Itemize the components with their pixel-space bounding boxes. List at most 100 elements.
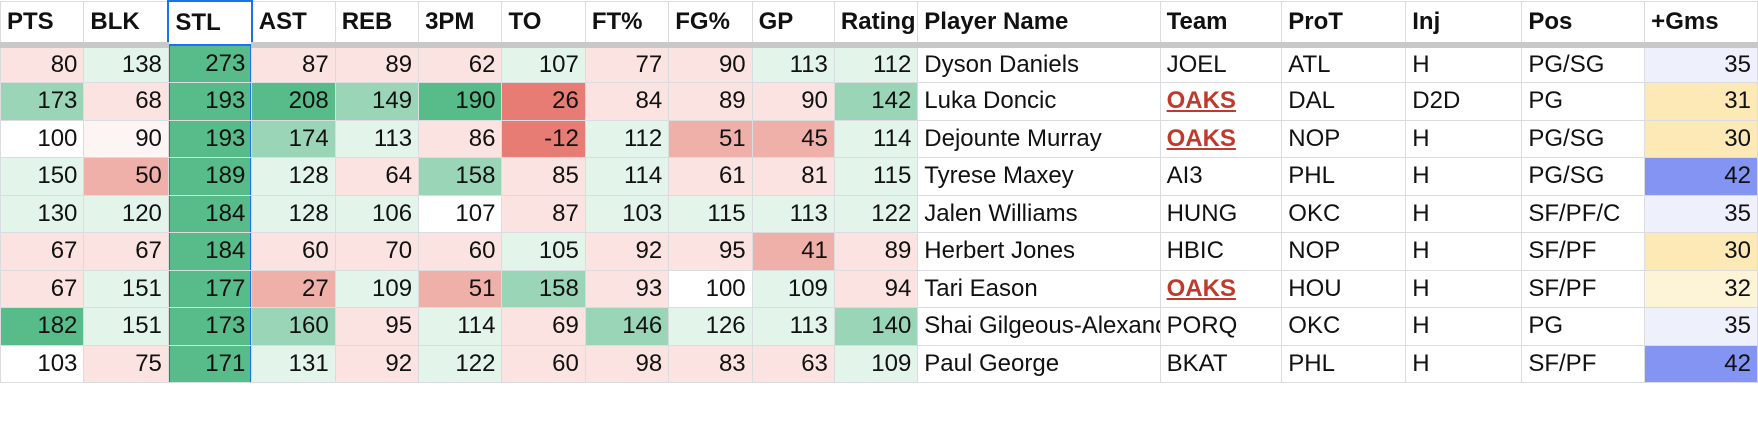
cell-gp[interactable]: 81 (751, 157, 835, 196)
cell-prot[interactable]: HOU (1281, 269, 1407, 308)
cell-gms[interactable]: 31 (1644, 82, 1758, 121)
cell-fg[interactable]: 51 (668, 119, 753, 158)
column-header-ft[interactable]: FT% (584, 0, 670, 48)
cell-rating[interactable]: 94 (833, 269, 919, 308)
cell-ft[interactable]: 77 (584, 44, 670, 83)
cell-ft[interactable]: 114 (584, 157, 670, 196)
column-header-ast[interactable]: AST (251, 0, 336, 48)
cell-reb[interactable]: 95 (334, 307, 420, 346)
cell-rating[interactable]: 142 (833, 82, 919, 121)
cell-ast[interactable]: 174 (251, 119, 336, 158)
cell-gms[interactable]: 35 (1644, 194, 1758, 233)
cell-rating[interactable]: 122 (833, 194, 919, 233)
cell-blk[interactable]: 151 (83, 307, 169, 346)
team-link[interactable]: OAKS (1166, 124, 1236, 152)
cell-tpm[interactable]: 158 (418, 157, 503, 196)
cell-ast[interactable]: 27 (251, 269, 336, 308)
cell-tpm[interactable]: 122 (418, 344, 503, 383)
cell-stl[interactable]: 171 (167, 344, 253, 383)
cell-ast[interactable]: 60 (251, 232, 336, 271)
cell-gms[interactable]: 35 (1644, 44, 1758, 83)
cell-team[interactable]: AI3 (1159, 157, 1283, 196)
cell-tpm[interactable]: 107 (418, 194, 503, 233)
cell-rating[interactable]: 115 (833, 157, 919, 196)
column-header-prot[interactable]: ProT (1281, 0, 1407, 48)
cell-rating[interactable]: 112 (833, 44, 919, 83)
cell-rating[interactable]: 89 (833, 232, 919, 271)
cell-team[interactable]: OAKS (1159, 269, 1283, 308)
cell-fg[interactable]: 89 (668, 82, 753, 121)
cell-team[interactable]: PORQ (1159, 307, 1283, 346)
cell-blk[interactable]: 67 (83, 232, 169, 271)
cell-stl[interactable]: 173 (167, 307, 253, 346)
cell-gp[interactable]: 113 (751, 44, 835, 83)
cell-to[interactable]: 87 (501, 194, 586, 233)
cell-ast[interactable]: 87 (251, 44, 336, 83)
cell-inj[interactable]: H (1405, 307, 1523, 346)
column-header-inj[interactable]: Inj (1405, 0, 1523, 48)
team-link[interactable]: OAKS (1166, 274, 1236, 302)
cell-gp[interactable]: 45 (751, 119, 835, 158)
column-header-blk[interactable]: BLK (83, 0, 169, 48)
cell-blk[interactable]: 120 (83, 194, 169, 233)
cell-prot[interactable]: OKC (1281, 194, 1407, 233)
column-header-reb[interactable]: REB (334, 0, 420, 48)
cell-blk[interactable]: 50 (83, 157, 169, 196)
team-link[interactable]: OAKS (1166, 87, 1236, 115)
cell-reb[interactable]: 109 (334, 269, 420, 308)
cell-prot[interactable]: ATL (1281, 44, 1407, 83)
cell-blk[interactable]: 138 (83, 44, 169, 83)
cell-name[interactable]: Jalen Williams (917, 194, 1161, 233)
column-header-tpm[interactable]: 3PM (418, 0, 503, 48)
cell-tpm[interactable]: 51 (418, 269, 503, 308)
cell-inj[interactable]: H (1405, 344, 1523, 383)
cell-prot[interactable]: PHL (1281, 344, 1407, 383)
cell-stl[interactable]: 273 (167, 44, 253, 83)
cell-rating[interactable]: 140 (833, 307, 919, 346)
cell-pos[interactable]: SF/PF (1521, 232, 1646, 271)
column-header-gp[interactable]: GP (751, 0, 835, 48)
cell-fg[interactable]: 126 (668, 307, 753, 346)
cell-blk[interactable]: 68 (83, 82, 169, 121)
cell-inj[interactable]: H (1405, 269, 1523, 308)
cell-prot[interactable]: NOP (1281, 232, 1407, 271)
cell-reb[interactable]: 113 (334, 119, 420, 158)
cell-name[interactable]: Dejounte Murray (917, 119, 1161, 158)
cell-gms[interactable]: 30 (1644, 232, 1758, 271)
column-header-fg[interactable]: FG% (668, 0, 753, 48)
cell-stl[interactable]: 177 (167, 269, 253, 308)
cell-to[interactable]: 69 (501, 307, 586, 346)
cell-pos[interactable]: PG (1521, 307, 1646, 346)
cell-gp[interactable]: 41 (751, 232, 835, 271)
cell-fg[interactable]: 90 (668, 44, 753, 83)
cell-prot[interactable]: OKC (1281, 307, 1407, 346)
cell-ft[interactable]: 112 (584, 119, 670, 158)
cell-ft[interactable]: 98 (584, 344, 670, 383)
cell-team[interactable]: BKAT (1159, 344, 1283, 383)
cell-stl[interactable]: 189 (167, 157, 253, 196)
cell-gp[interactable]: 113 (751, 194, 835, 233)
cell-to[interactable]: 60 (501, 344, 586, 383)
cell-pts[interactable]: 150 (0, 157, 85, 196)
cell-pts[interactable]: 67 (0, 269, 85, 308)
cell-pts[interactable]: 80 (0, 44, 85, 83)
cell-reb[interactable]: 70 (334, 232, 420, 271)
cell-gms[interactable]: 42 (1644, 344, 1758, 383)
cell-pos[interactable]: SF/PF (1521, 269, 1646, 308)
cell-inj[interactable]: D2D (1405, 82, 1523, 121)
cell-pos[interactable]: SF/PF (1521, 344, 1646, 383)
cell-tpm[interactable]: 86 (418, 119, 503, 158)
cell-rating[interactable]: 109 (833, 344, 919, 383)
cell-stl[interactable]: 193 (167, 119, 253, 158)
cell-gms[interactable]: 30 (1644, 119, 1758, 158)
cell-inj[interactable]: H (1405, 194, 1523, 233)
cell-blk[interactable]: 90 (83, 119, 169, 158)
cell-ft[interactable]: 93 (584, 269, 670, 308)
cell-inj[interactable]: H (1405, 157, 1523, 196)
cell-ast[interactable]: 128 (251, 194, 336, 233)
cell-reb[interactable]: 89 (334, 44, 420, 83)
cell-tpm[interactable]: 62 (418, 44, 503, 83)
cell-to[interactable]: 107 (501, 44, 586, 83)
column-header-to[interactable]: TO (501, 0, 586, 48)
cell-pts[interactable]: 103 (0, 344, 85, 383)
